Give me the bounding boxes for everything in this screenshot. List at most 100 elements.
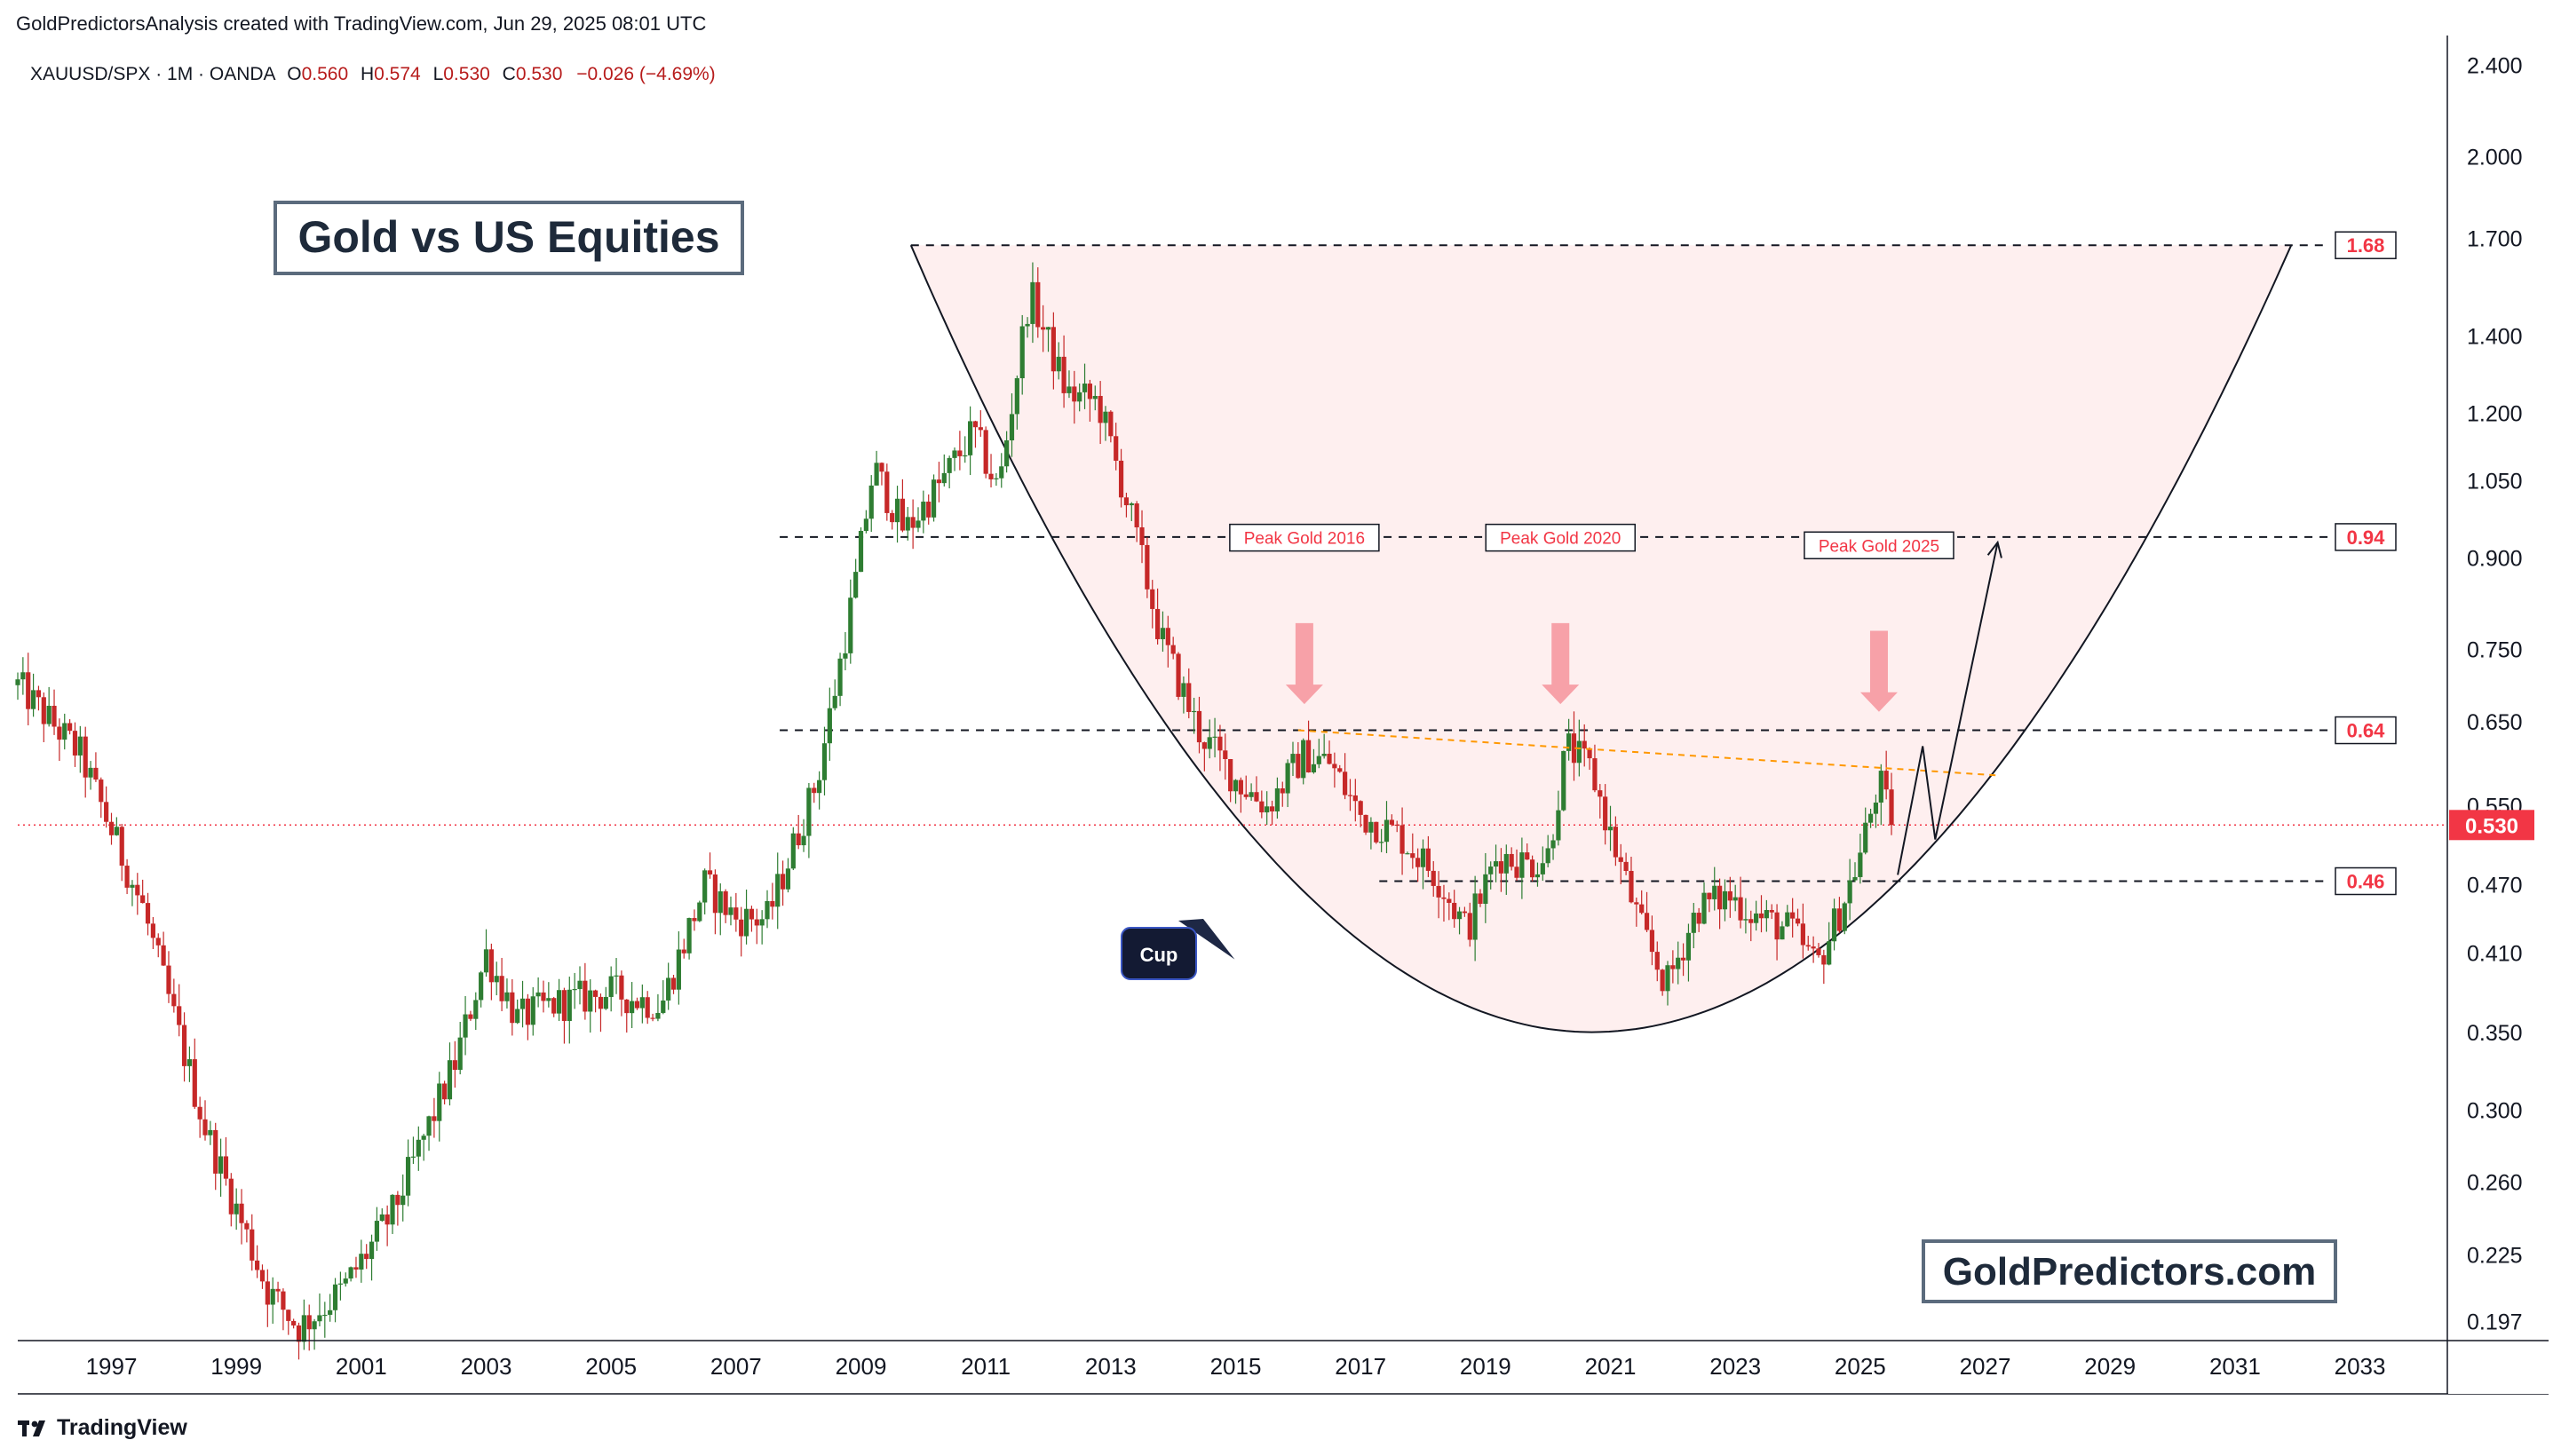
candle-body	[99, 779, 104, 803]
candle-body	[348, 1267, 353, 1279]
candle-body	[1296, 754, 1301, 779]
candle-body	[218, 1156, 224, 1174]
candle-body	[1863, 822, 1868, 853]
resistance-trend-line	[1297, 729, 1998, 777]
y-tick-label: 0.470	[2467, 873, 2523, 898]
candle-body	[1368, 821, 1374, 833]
cup-area	[909, 244, 2293, 1033]
candle-body	[1186, 683, 1192, 712]
candle-body	[1181, 683, 1186, 697]
candle-body	[197, 1106, 202, 1120]
candle-body	[379, 1214, 385, 1222]
candle-body	[603, 996, 608, 1009]
candle-body	[1123, 497, 1130, 506]
candle-body	[1259, 801, 1265, 813]
candle-body	[46, 705, 52, 724]
candle-body	[208, 1129, 213, 1136]
level-label: 1.68	[2347, 234, 2385, 257]
candle-body	[1618, 857, 1623, 862]
candle-body	[1087, 384, 1093, 400]
candle-body	[967, 421, 973, 455]
candle-body	[322, 1314, 328, 1317]
candle-body	[166, 965, 171, 994]
candle-body	[936, 479, 942, 484]
candle-body	[1019, 326, 1025, 379]
candle-body	[1592, 758, 1598, 791]
x-tick-label: 2003	[461, 1353, 512, 1380]
candle-body	[1691, 913, 1696, 933]
chart-labels: Gold vs US Equities GoldPredictors.com	[274, 201, 2337, 1303]
candle-body	[473, 1000, 479, 1019]
candle-body	[1274, 787, 1280, 811]
candle-body	[650, 1017, 655, 1019]
candle-body	[1327, 754, 1332, 764]
candle-body	[963, 455, 968, 457]
candle-body	[504, 992, 510, 1001]
candle-body	[1452, 902, 1457, 920]
candle-body	[1212, 736, 1217, 738]
candle-body	[983, 430, 988, 474]
candle-body	[697, 902, 702, 922]
candle-body	[1129, 503, 1134, 506]
tradingview-logo[interactable]: TradingView	[18, 1415, 187, 1441]
candle-body	[624, 999, 630, 1014]
candle-body	[1009, 414, 1015, 441]
candle-body	[442, 1083, 448, 1100]
candle-body	[1114, 436, 1119, 461]
projection-arrowhead	[1986, 540, 2002, 558]
candle-body	[686, 918, 692, 954]
candle-body	[1269, 806, 1275, 811]
candle-body	[1743, 919, 1748, 921]
candle-body	[1014, 378, 1019, 415]
candle-body	[806, 787, 812, 836]
candle-body	[821, 743, 828, 780]
candle-body	[1061, 356, 1066, 393]
candle-body	[36, 690, 42, 698]
candle-body	[244, 1223, 250, 1230]
candle-body	[1201, 742, 1207, 749]
candle-body	[228, 1178, 234, 1215]
candle-body	[770, 900, 775, 907]
candle-body	[1196, 710, 1202, 743]
chart-title-box	[274, 201, 744, 275]
peak-label-box	[1804, 531, 1954, 560]
candle-body	[1571, 733, 1577, 764]
candle-body	[1238, 779, 1243, 795]
candle-body	[1654, 952, 1660, 970]
candle-body	[395, 1194, 400, 1206]
candle-body	[843, 653, 848, 659]
candle-body	[655, 1012, 661, 1019]
candle-body	[1045, 327, 1051, 330]
candle-body	[93, 767, 99, 780]
candle-body	[1701, 892, 1707, 924]
candle-body	[1576, 740, 1582, 764]
candle-body	[630, 1001, 635, 1014]
x-tick-label: 2005	[585, 1353, 637, 1380]
x-tick-label: 2001	[336, 1353, 387, 1380]
candle-body	[234, 1203, 239, 1215]
y-tick-label: 1.200	[2467, 402, 2523, 427]
candle-body	[1394, 824, 1399, 827]
peak-label: Peak Gold 2025	[1819, 537, 1939, 556]
candle-body	[1035, 281, 1041, 328]
candle-body	[718, 890, 723, 914]
candle-body	[1483, 874, 1488, 905]
x-tick-label: 1999	[210, 1353, 262, 1380]
candle-body	[281, 1291, 286, 1310]
y-tick-label: 0.900	[2467, 547, 2523, 572]
candle-body	[1301, 740, 1306, 779]
cup-fill	[910, 245, 2292, 1033]
candle-body	[1707, 892, 1712, 899]
candle-body	[223, 1156, 229, 1179]
candle-body	[1332, 764, 1337, 769]
candle-body	[1696, 913, 1701, 924]
candle-body	[614, 975, 619, 977]
candle-body	[1441, 897, 1447, 899]
candle-body	[535, 992, 541, 997]
candle-body	[416, 1139, 421, 1157]
candle-body	[1805, 945, 1811, 947]
candle-body	[250, 1229, 255, 1261]
symbol-legend[interactable]: XAUUSD/SPX · 1M · OANDA O0.560 H0.574 L0…	[30, 64, 716, 85]
candle-body	[1493, 861, 1499, 867]
